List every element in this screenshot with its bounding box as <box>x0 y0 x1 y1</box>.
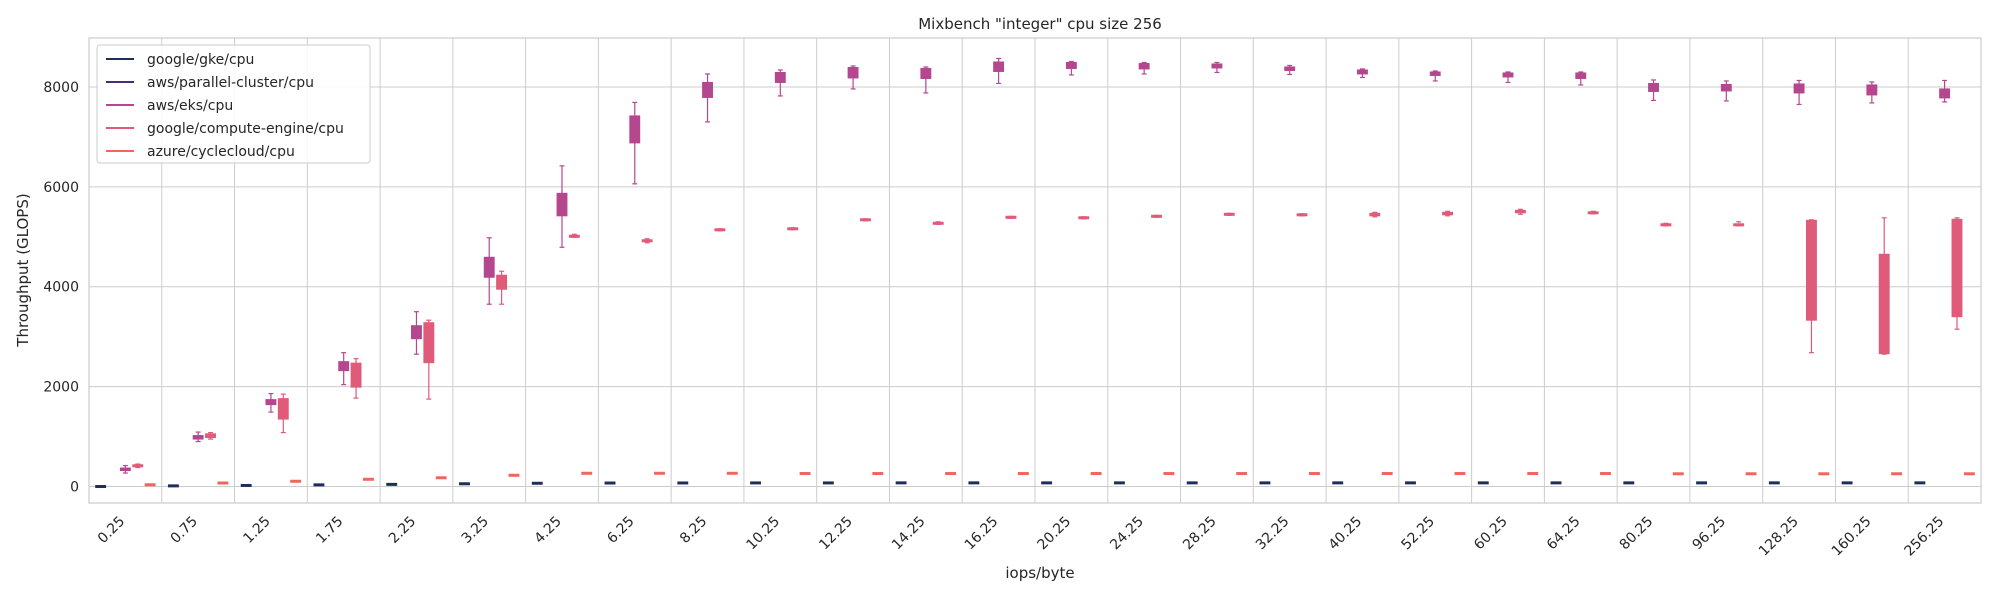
y-tick-label: 2000 <box>43 380 79 396</box>
grid-layer <box>89 38 1981 503</box>
series-google-compute-engine-cpu <box>132 208 1963 469</box>
chart-title: Mixbench "integer" cpu size 256 <box>918 15 1162 33</box>
box-body <box>993 61 1005 72</box>
legend-label: azure/cyclecloud/cpu <box>147 144 295 160</box>
box-body <box>1951 218 1963 318</box>
box-body <box>556 192 568 217</box>
legend: google/gke/cpu aws/parallel-cluster/cpu aw… <box>96 44 371 164</box>
plot-frame <box>88 37 1982 504</box>
box-body <box>847 66 859 79</box>
legend-label: aws/parallel-cluster/cpu <box>147 75 314 91</box>
box-body <box>350 362 362 388</box>
series-aws-eks-cpu <box>119 57 1951 474</box>
y-tick-label: 4000 <box>43 280 79 296</box>
box-body <box>629 115 641 144</box>
series-azure-cyclecloud-cpu <box>144 471 1975 487</box>
series-google-gke-cpu <box>95 481 1926 489</box>
box-body <box>1138 62 1150 70</box>
legend-label: aws/eks/cpu <box>147 98 233 114</box>
y-tick-label: 6000 <box>43 180 79 196</box>
box-layer <box>95 57 1975 489</box>
y-tick-label: 0 <box>70 480 79 496</box>
y-tick-label: 8000 <box>43 80 79 96</box>
box-body <box>702 81 713 98</box>
y-axis-label: Throughput (GLOPS) <box>14 193 32 347</box>
legend-frame <box>96 44 371 164</box>
box-body <box>1939 88 1951 99</box>
legend-label: google/compute-engine/cpu <box>147 121 344 137</box>
box-body <box>1878 253 1890 355</box>
box-body <box>423 322 435 364</box>
box-body <box>1805 219 1817 321</box>
legend-label: google/gke/cpu <box>147 52 254 68</box>
x-axis-label: iops/byte <box>1005 564 1074 582</box>
y-tick-labels: 0 2000 4000 6000 8000 <box>43 80 79 496</box>
